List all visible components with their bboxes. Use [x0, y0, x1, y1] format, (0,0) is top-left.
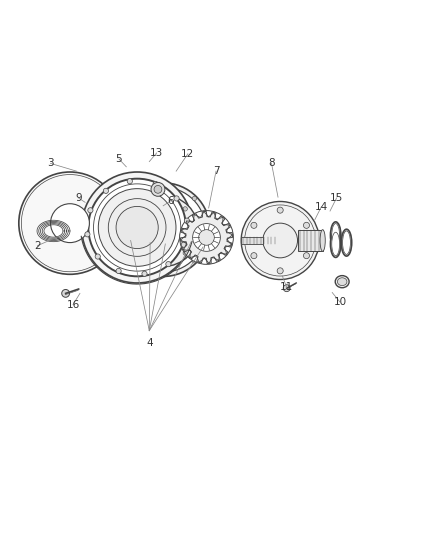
Text: 4: 4	[146, 338, 152, 349]
Text: 15: 15	[329, 193, 343, 203]
Circle shape	[116, 269, 121, 273]
Circle shape	[116, 183, 209, 277]
Text: 13: 13	[150, 148, 163, 158]
Circle shape	[120, 187, 205, 272]
Circle shape	[192, 259, 196, 263]
Text: 10: 10	[333, 297, 346, 307]
Ellipse shape	[340, 229, 351, 256]
Ellipse shape	[331, 223, 339, 247]
Text: 11: 11	[279, 282, 293, 292]
Circle shape	[138, 251, 143, 255]
Circle shape	[143, 211, 183, 251]
Circle shape	[81, 172, 192, 283]
Circle shape	[166, 262, 170, 266]
Ellipse shape	[331, 232, 339, 256]
Circle shape	[95, 254, 100, 259]
Ellipse shape	[335, 276, 348, 288]
Circle shape	[303, 253, 309, 259]
Circle shape	[108, 199, 166, 256]
Circle shape	[183, 251, 187, 255]
Circle shape	[141, 271, 147, 276]
Circle shape	[93, 184, 180, 271]
Circle shape	[179, 211, 233, 264]
Text: 8: 8	[268, 158, 274, 168]
Circle shape	[127, 196, 198, 266]
Circle shape	[161, 260, 165, 264]
Ellipse shape	[319, 230, 325, 252]
Circle shape	[154, 185, 162, 193]
Ellipse shape	[330, 222, 340, 249]
Circle shape	[138, 206, 188, 256]
Circle shape	[250, 253, 256, 259]
Circle shape	[19, 172, 121, 274]
Circle shape	[50, 204, 89, 243]
Circle shape	[303, 222, 309, 228]
Circle shape	[283, 285, 290, 292]
Circle shape	[181, 242, 186, 247]
Text: 3: 3	[47, 158, 53, 168]
Text: 16: 16	[66, 300, 79, 310]
Text: 5: 5	[115, 154, 122, 164]
Circle shape	[173, 196, 179, 201]
Circle shape	[244, 205, 315, 276]
Text: 6: 6	[167, 196, 174, 206]
Circle shape	[62, 289, 69, 297]
Circle shape	[184, 218, 189, 223]
Circle shape	[250, 222, 256, 228]
Circle shape	[138, 207, 143, 211]
Circle shape	[88, 179, 186, 276]
Text: 2: 2	[34, 241, 41, 251]
Text: 14: 14	[314, 201, 327, 212]
Circle shape	[103, 188, 108, 193]
Circle shape	[98, 189, 176, 266]
Bar	[240, 238, 262, 244]
Polygon shape	[180, 212, 232, 263]
Text: 7: 7	[212, 166, 219, 176]
Circle shape	[130, 229, 134, 233]
Circle shape	[276, 207, 283, 213]
Circle shape	[192, 229, 196, 233]
Circle shape	[240, 201, 318, 279]
Text: 12: 12	[181, 149, 194, 159]
Text: 9: 9	[75, 193, 82, 203]
Circle shape	[129, 259, 134, 263]
Circle shape	[262, 223, 297, 258]
Circle shape	[198, 230, 214, 245]
Circle shape	[153, 181, 158, 187]
Ellipse shape	[330, 231, 340, 257]
Circle shape	[129, 196, 134, 200]
Circle shape	[183, 207, 187, 211]
Circle shape	[21, 175, 118, 272]
Circle shape	[85, 232, 90, 237]
Circle shape	[192, 223, 220, 252]
Circle shape	[88, 208, 93, 213]
Circle shape	[116, 206, 158, 248]
Circle shape	[276, 268, 283, 274]
Bar	[297, 230, 322, 252]
Circle shape	[161, 198, 165, 202]
Circle shape	[192, 196, 196, 200]
Ellipse shape	[342, 231, 350, 254]
Circle shape	[127, 179, 132, 184]
Ellipse shape	[337, 278, 346, 286]
Circle shape	[151, 182, 165, 196]
